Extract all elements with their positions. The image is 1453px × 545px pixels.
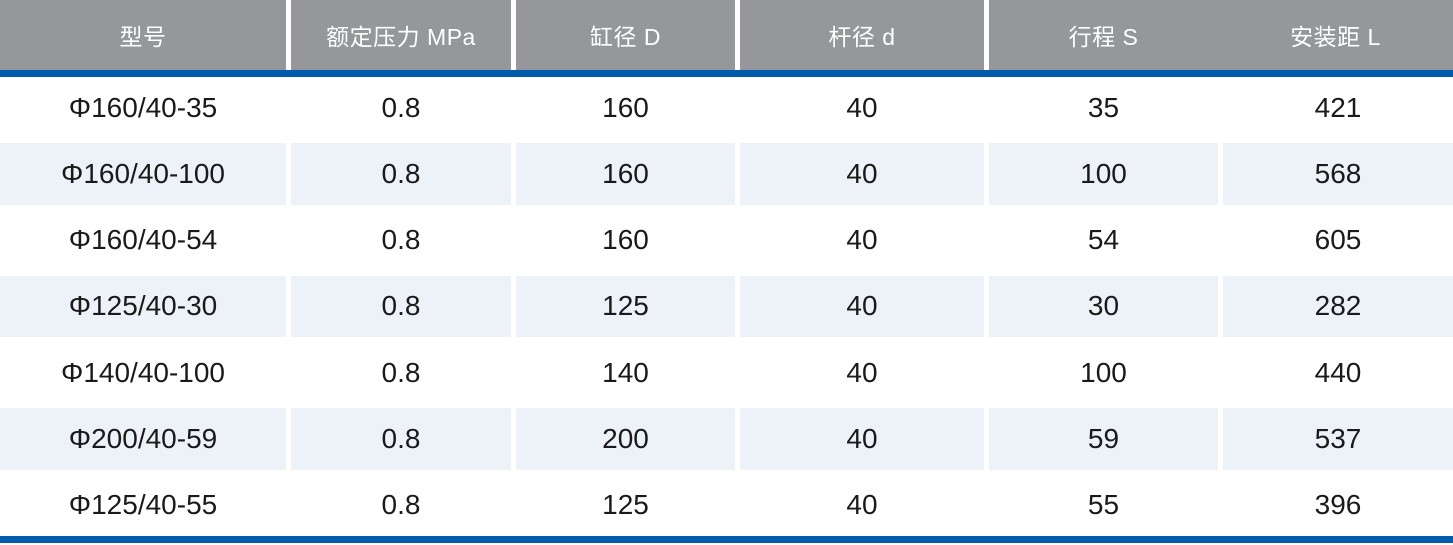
cell-bore: 125 <box>516 474 735 536</box>
cell-rod: 40 <box>740 209 984 271</box>
cell-stroke: 35 <box>989 77 1218 139</box>
cell-model: Φ200/40-59 <box>0 408 286 470</box>
cell-mount: 440 <box>1223 342 1453 404</box>
cell-stroke: 54 <box>989 209 1218 271</box>
cell-mount: 605 <box>1223 209 1453 271</box>
cell-mount: 568 <box>1223 143 1453 205</box>
cell-stroke: 100 <box>989 342 1218 404</box>
cell-model: Φ160/40-54 <box>0 209 286 271</box>
cell-model: Φ160/40-35 <box>0 77 286 139</box>
cell-bore: 125 <box>516 275 735 338</box>
table-body: Φ160/40-35 0.8 160 40 35 421 Φ160/40-100… <box>0 77 1453 536</box>
cell-bore: 200 <box>516 408 735 470</box>
cell-model: Φ160/40-100 <box>0 143 286 205</box>
cell-rod: 40 <box>740 474 984 536</box>
cell-bore: 140 <box>516 342 735 404</box>
accent-bar-bottom <box>0 536 1453 543</box>
col-header-pressure: 额定压力 MPa <box>286 0 511 70</box>
cell-pressure: 0.8 <box>291 474 511 536</box>
cell-pressure: 0.8 <box>291 342 511 404</box>
cell-mount: 537 <box>1223 408 1453 470</box>
cell-pressure: 0.8 <box>291 209 511 271</box>
cell-mount: 282 <box>1223 275 1453 338</box>
cell-bore: 160 <box>516 143 735 205</box>
accent-bar-top <box>0 70 1453 77</box>
cell-stroke: 100 <box>989 143 1218 205</box>
cell-model: Φ140/40-100 <box>0 342 286 404</box>
cell-model: Φ125/40-55 <box>0 474 286 536</box>
col-header-mount: 安装距 L <box>1218 0 1453 70</box>
cell-rod: 40 <box>740 77 984 139</box>
cell-stroke: 59 <box>989 408 1218 470</box>
cell-pressure: 0.8 <box>291 408 511 470</box>
cell-mount: 421 <box>1223 77 1453 139</box>
col-header-rod: 杆径 d <box>735 0 984 70</box>
col-header-bore: 缸径 D <box>511 0 735 70</box>
cell-bore: 160 <box>516 77 735 139</box>
cell-model: Φ125/40-30 <box>0 275 286 338</box>
cell-bore: 160 <box>516 209 735 271</box>
cell-rod: 40 <box>740 408 984 470</box>
col-header-model: 型号 <box>0 0 286 70</box>
cell-rod: 40 <box>740 143 984 205</box>
cell-rod: 40 <box>740 275 984 338</box>
cell-pressure: 0.8 <box>291 143 511 205</box>
cell-stroke: 30 <box>989 275 1218 338</box>
cell-mount: 396 <box>1223 474 1453 536</box>
cell-rod: 40 <box>740 342 984 404</box>
col-header-stroke: 行程 S <box>984 0 1218 70</box>
cell-stroke: 55 <box>989 474 1218 536</box>
cell-pressure: 0.8 <box>291 77 511 139</box>
table-header-row: 型号 额定压力 MPa 缸径 D 杆径 d 行程 S 安装距 L <box>0 0 1453 70</box>
cell-pressure: 0.8 <box>291 275 511 338</box>
